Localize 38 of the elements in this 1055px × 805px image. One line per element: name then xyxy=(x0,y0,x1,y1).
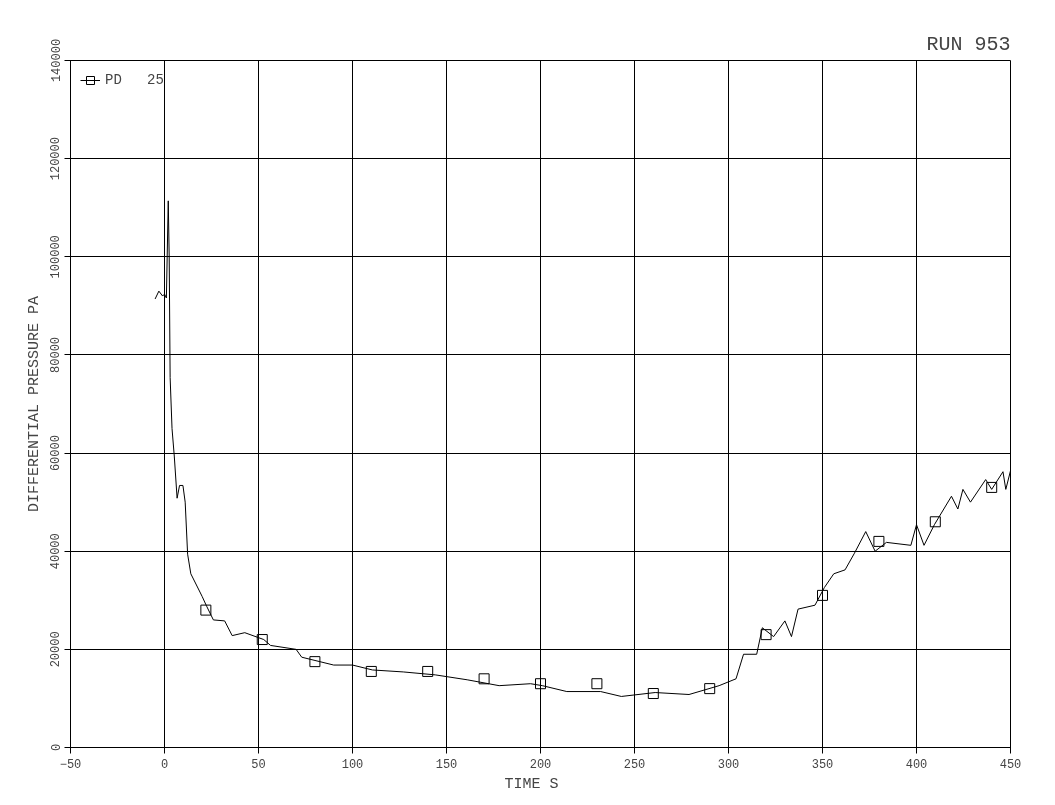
y-tick-label: 20000 xyxy=(49,631,64,668)
legend-label: PD 25 xyxy=(105,72,164,88)
y-tick-label: 140000 xyxy=(49,38,64,83)
point xyxy=(929,516,941,528)
x-tick-label: 150 xyxy=(435,757,458,772)
y-axis-title: DIFFERENTIAL PRESSURE PA xyxy=(25,295,43,513)
y-tick-label: 80000 xyxy=(49,336,64,373)
x-tick-label: −50 xyxy=(59,757,82,772)
x-tick-label: 100 xyxy=(341,757,364,772)
x-tick-label: 50 xyxy=(251,757,266,772)
point xyxy=(365,665,377,677)
point xyxy=(647,688,659,700)
point xyxy=(256,634,268,646)
point xyxy=(309,656,321,668)
y-tick-label: 120000 xyxy=(49,137,64,181)
point xyxy=(200,604,212,616)
x-axis-title: TIME S xyxy=(504,775,559,793)
x-tick-label: 0 xyxy=(160,757,169,772)
point xyxy=(422,665,434,677)
y-tick-label: 60000 xyxy=(49,435,64,472)
point xyxy=(535,678,546,690)
y-tick-label: 100000 xyxy=(49,235,64,279)
x-tick-label: 200 xyxy=(529,757,552,772)
point xyxy=(704,683,716,695)
point xyxy=(986,481,998,493)
point xyxy=(591,678,603,690)
point xyxy=(817,589,828,601)
x-tick-label: 300 xyxy=(717,757,740,772)
x-tick-label: 400 xyxy=(905,757,928,772)
point xyxy=(478,673,490,685)
point xyxy=(873,535,885,547)
point xyxy=(760,629,772,641)
x-tick-label: 450 xyxy=(999,757,1022,772)
x-tick-label: 350 xyxy=(811,757,834,772)
y-tick-label: 40000 xyxy=(49,533,64,570)
chart-title: RUN 953 xyxy=(926,32,1011,56)
x-tick-label: 250 xyxy=(623,757,646,772)
y-tick-label: 0 xyxy=(49,743,64,752)
